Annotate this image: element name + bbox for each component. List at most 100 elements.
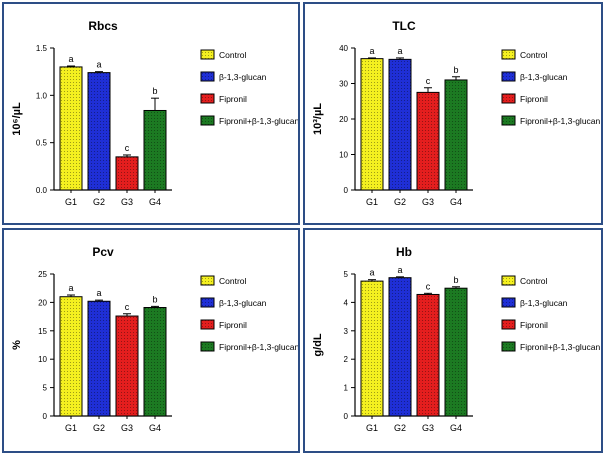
y-tick-label: 10: [339, 151, 348, 160]
legend-swatch: [200, 319, 215, 330]
legend-label: Fipronil: [520, 320, 548, 330]
bar-g4: [143, 109, 167, 191]
chart-title: Hb: [396, 245, 412, 259]
legend-swatch: [501, 275, 516, 286]
y-tick-label: 4: [344, 298, 349, 307]
legend-label: β-1,3-glucan: [520, 72, 568, 82]
y-axis-label: 10⁶/µL: [11, 102, 23, 136]
y-axis-label: g/dL: [312, 333, 324, 356]
significance-label: a: [397, 46, 402, 56]
legend-label: Control: [520, 50, 548, 60]
legend-swatch: [200, 115, 215, 126]
chart-pcv: Pcv% 0 5 10 15 20 25 a G1 a G2 c G3 b G4 Control β-1,3-g…: [11, 245, 298, 433]
x-tick-label: G1: [65, 423, 77, 433]
panel-tlc: TLC 10³/µL 0 10 20 30 40 a G1 a G2 c G3 b G4 Control β-1…: [303, 2, 603, 225]
x-tick-label: G3: [121, 197, 133, 207]
chart-tlc: TLC 10³/µL 0 10 20 30 40 a G1 a G2 c G3 b G4 Control β-1…: [312, 19, 601, 207]
x-tick-label: G4: [450, 197, 462, 207]
legend-swatch: [200, 71, 215, 82]
bar-g3: [115, 315, 139, 417]
legend-swatch: [501, 115, 516, 126]
x-tick-label: G2: [93, 423, 105, 433]
y-tick-label: 1.5: [36, 44, 48, 53]
legend-label: Fipronil+β-1,3-glucan: [520, 342, 601, 352]
y-tick-label: 2: [344, 355, 349, 364]
bar-g2: [87, 72, 111, 191]
panel-hb: Hb g/dL 0 1 2 3 4 5 a G1 a G2 c G3 b G4 Control β-1,3-glu…: [303, 228, 603, 453]
bar-g3: [115, 156, 139, 191]
x-tick-label: G4: [149, 423, 161, 433]
legend-swatch: [200, 297, 215, 308]
significance-label: a: [68, 54, 73, 64]
x-tick-label: G4: [149, 197, 161, 207]
significance-label: a: [68, 283, 73, 293]
x-tick-label: G1: [366, 197, 378, 207]
bar-g2: [87, 300, 111, 417]
legend-swatch: [501, 71, 516, 82]
legend-label: Control: [219, 276, 247, 286]
bar-g1: [360, 280, 384, 417]
legend-label: Fipronil+β-1,3-glucan: [219, 116, 298, 126]
legend-label: β-1,3-glucan: [520, 298, 568, 308]
y-axis-label: %: [11, 340, 23, 350]
x-tick-label: G2: [394, 197, 406, 207]
x-tick-label: G3: [121, 423, 133, 433]
x-tick-label: G2: [394, 423, 406, 433]
bar-g2: [388, 277, 412, 417]
y-tick-label: 3: [344, 327, 349, 336]
y-tick-label: 25: [38, 270, 47, 279]
significance-label: a: [96, 288, 101, 298]
legend-label: β-1,3-glucan: [219, 72, 267, 82]
legend-swatch: [200, 341, 215, 352]
legend-swatch: [200, 275, 215, 286]
y-tick-label: 5: [43, 384, 48, 393]
legend-swatch: [200, 93, 215, 104]
bar-g1: [360, 58, 384, 191]
significance-label: b: [453, 275, 458, 285]
chart-title: Pcv: [92, 245, 114, 259]
significance-label: b: [152, 86, 157, 96]
chart-title: Rbcs: [88, 19, 118, 33]
y-tick-label: 1: [344, 384, 349, 393]
legend-label: Fipronil+β-1,3-glucan: [520, 116, 601, 126]
significance-label: b: [152, 294, 157, 304]
y-tick-label: 0.5: [36, 139, 48, 148]
y-axis-label: 10³/µL: [312, 103, 324, 135]
legend-label: Control: [219, 50, 247, 60]
y-tick-label: 0: [344, 186, 349, 195]
bar-g1: [59, 296, 83, 417]
significance-label: c: [426, 281, 431, 291]
legend-label: Fipronil: [520, 94, 548, 104]
chart-title: TLC: [392, 19, 416, 33]
legend-label: Fipronil: [219, 94, 247, 104]
y-tick-label: 20: [339, 115, 348, 124]
significance-label: a: [397, 265, 402, 275]
y-tick-label: 15: [38, 327, 47, 336]
chart-hb: Hb g/dL 0 1 2 3 4 5 a G1 a G2 c G3 b G4 Control β-1,3-glu…: [312, 245, 601, 433]
chart-rbcs: Rbcs 10⁶/µL 0.0 0.5 1.0 1.5 a G1 a G2 c G3 b G4 Contro…: [11, 19, 298, 207]
bar-g1: [59, 66, 83, 191]
y-tick-label: 0: [43, 412, 48, 421]
legend-swatch: [501, 49, 516, 60]
legend-swatch: [200, 49, 215, 60]
significance-label: c: [426, 76, 431, 86]
significance-label: c: [125, 302, 130, 312]
bar-g2: [388, 58, 412, 191]
significance-label: c: [125, 143, 130, 153]
legend-swatch: [501, 297, 516, 308]
x-tick-label: G1: [366, 423, 378, 433]
y-tick-label: 20: [38, 298, 47, 307]
legend-label: Fipronil+β-1,3-glucan: [219, 342, 298, 352]
bar-g4: [444, 287, 468, 417]
x-tick-label: G3: [422, 197, 434, 207]
bar-g3: [416, 91, 440, 191]
legend-swatch: [501, 341, 516, 352]
significance-label: a: [369, 46, 374, 56]
significance-label: a: [96, 60, 101, 70]
y-tick-label: 30: [339, 80, 348, 89]
bar-g4: [444, 79, 468, 191]
legend-swatch: [501, 319, 516, 330]
x-tick-label: G1: [65, 197, 77, 207]
y-tick-label: 0.0: [36, 186, 48, 195]
